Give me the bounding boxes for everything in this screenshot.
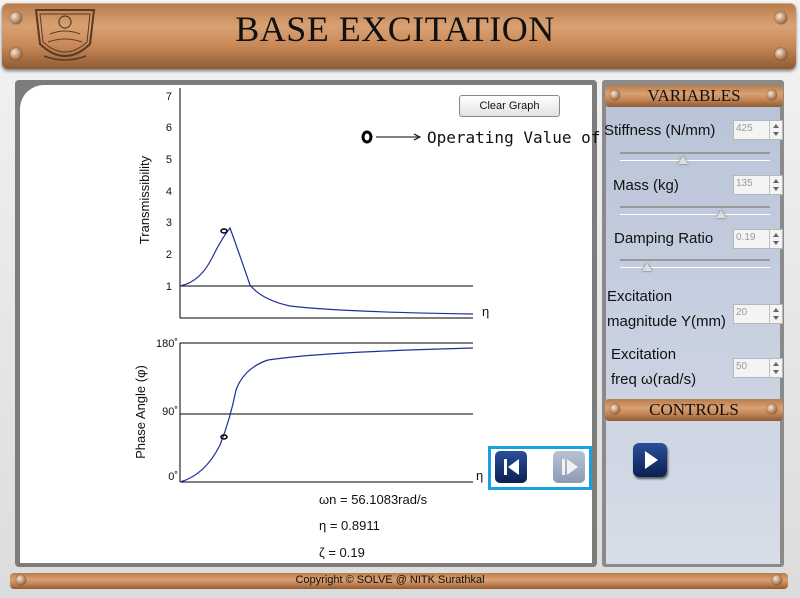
play-button[interactable]: [633, 443, 667, 477]
step-back-icon: [504, 459, 519, 475]
screw-icon: [610, 404, 620, 414]
footer-bar: [10, 573, 788, 589]
trans-operating-marker: [220, 228, 228, 234]
chevron-up-icon[interactable]: [773, 233, 779, 237]
screw-icon: [610, 90, 620, 100]
excitation-magnitude-label-line2: magnitude Y(mm): [607, 313, 726, 330]
excitation-magnitude-value: 20: [736, 307, 748, 318]
trans-tick-7: 7: [166, 91, 172, 103]
screw-icon: [772, 575, 782, 585]
trans-tick-4: 4: [166, 186, 172, 198]
trans-tick-5: 5: [166, 154, 172, 166]
damping-slider[interactable]: [620, 259, 770, 268]
excitation-magnitude-label-line1: Excitation: [607, 288, 673, 305]
variables-panel: [606, 104, 780, 564]
phase-y-label: Phase Angle (φ): [133, 365, 148, 459]
play-icon: [645, 451, 658, 469]
screw-icon: [10, 48, 22, 60]
mass-slider-thumb[interactable]: [716, 210, 726, 218]
screw-icon: [767, 404, 777, 414]
trans-x-label: η: [482, 304, 489, 319]
stiffness-stepper[interactable]: 425: [733, 120, 783, 140]
nitk-logo-icon: [34, 9, 96, 61]
trans-tick-1: 1: [166, 281, 172, 293]
chevron-up-icon[interactable]: [773, 179, 779, 183]
natural-frequency-readout: ωn = 56.1083rad/s: [319, 492, 428, 507]
stiffness-slider[interactable]: [620, 152, 770, 161]
mass-label: Mass (kg): [613, 177, 679, 194]
step-forward-button[interactable]: [553, 451, 585, 483]
chevron-down-icon[interactable]: [773, 316, 779, 320]
stiffness-slider-thumb[interactable]: [678, 156, 688, 164]
excitation-magnitude-stepper[interactable]: 20: [733, 304, 783, 324]
step-back-button[interactable]: [495, 451, 527, 483]
title-banner: [2, 3, 796, 69]
transmissibility-curve: [179, 226, 474, 315]
eta-readout: η = 0.8911: [319, 518, 380, 533]
phase-tick-180: 180˚: [156, 338, 178, 350]
damping-slider-thumb[interactable]: [642, 263, 652, 271]
excitation-frequency-value: 50: [736, 361, 748, 372]
excitation-frequency-label-line2: freq ω(rad/s): [611, 371, 697, 388]
trans-tick-3: 3: [166, 217, 172, 229]
excitation-frequency-stepper[interactable]: 50: [733, 358, 783, 378]
mass-value: 135: [736, 178, 753, 189]
screw-icon: [775, 48, 787, 60]
screw-icon: [16, 575, 26, 585]
chevron-up-icon[interactable]: [773, 124, 779, 128]
phase-x-label: η: [476, 468, 483, 483]
stiffness-value: 425: [736, 123, 753, 134]
trans-tick-6: 6: [166, 122, 172, 134]
chevron-up-icon[interactable]: [773, 308, 779, 312]
screw-icon: [10, 12, 22, 24]
clear-graph-button[interactable]: Clear Graph: [459, 95, 560, 117]
legend-text: Operating Value of η: [427, 128, 620, 147]
stiffness-label: Stiffness (N/mm): [604, 122, 716, 139]
chevron-down-icon[interactable]: [773, 370, 779, 374]
damping-label: Damping Ratio: [614, 230, 714, 247]
legend-marker-icon: [361, 130, 373, 144]
trans-tick-2: 2: [166, 249, 172, 261]
variables-header: VARIABLES: [605, 85, 783, 107]
chevron-up-icon[interactable]: [773, 362, 779, 366]
phase-tick-0: 0˚: [168, 471, 178, 483]
mass-stepper[interactable]: 135: [733, 175, 783, 195]
phase-curve: [179, 347, 474, 483]
mass-slider[interactable]: [620, 206, 770, 215]
trans-y-label: Transmissibility: [137, 155, 152, 244]
chevron-down-icon[interactable]: [773, 132, 779, 136]
screw-icon: [767, 90, 777, 100]
phase-operating-marker: [220, 434, 228, 440]
damping-value: 0.19: [736, 232, 756, 243]
screw-icon: [775, 12, 787, 24]
page-title: BASE EXCITATION: [235, 9, 555, 49]
excitation-frequency-label-line1: Excitation: [611, 346, 677, 363]
damping-readout: ζ = 0.19: [319, 545, 365, 560]
phase-tick-90: 90˚: [162, 406, 178, 418]
controls-header: CONTROLS: [605, 399, 783, 421]
legend-arrow-icon: [413, 133, 422, 141]
damping-stepper[interactable]: 0.19: [733, 229, 783, 249]
copyright-text: Copyright © SOLVE @ NITK Surathkal: [295, 574, 485, 586]
chevron-down-icon[interactable]: [773, 187, 779, 191]
step-forward-icon: [562, 459, 578, 475]
chevron-down-icon[interactable]: [773, 241, 779, 245]
